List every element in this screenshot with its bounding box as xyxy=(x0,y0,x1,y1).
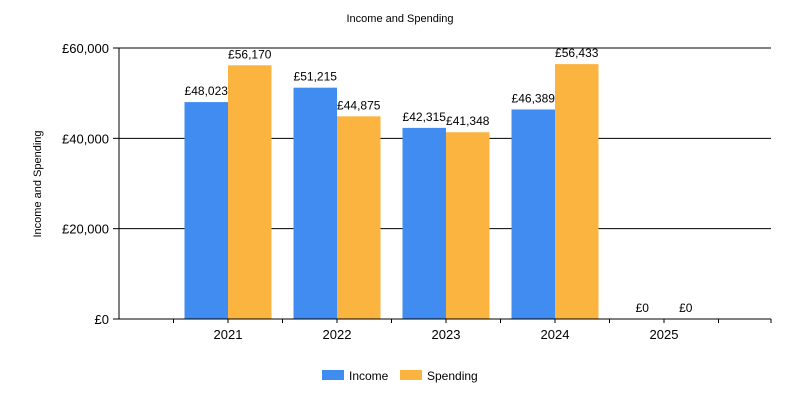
data-label-spending-2025: £0 xyxy=(679,301,693,315)
legend-swatch-spending xyxy=(400,370,422,380)
legend-label-spending: Spending xyxy=(427,369,478,383)
data-label-spending-2022: £44,875 xyxy=(337,98,381,112)
bar-spending-2024 xyxy=(555,64,599,319)
legend: Income Spending xyxy=(322,369,478,383)
bar-spending-2022 xyxy=(337,116,381,320)
data-label-spending-2021: £56,170 xyxy=(228,47,272,61)
axes xyxy=(113,47,772,323)
data-label-spending-2023: £41,348 xyxy=(446,114,490,128)
bars xyxy=(184,64,599,320)
x-tick-label-2023: 2023 xyxy=(432,327,461,342)
bar-income-2024 xyxy=(511,109,555,319)
bar-income-2022 xyxy=(293,87,337,319)
bar-spending-2021 xyxy=(228,65,272,320)
data-label-income-2022: £51,215 xyxy=(294,70,338,84)
bar-spending-2023 xyxy=(446,132,490,319)
y-tick-label: £20,000 xyxy=(62,222,109,237)
data-label-income-2023: £42,315 xyxy=(403,110,447,124)
legend-swatch-income xyxy=(322,370,344,380)
y-tick-label: £0 xyxy=(95,312,109,327)
data-label-income-2024: £46,389 xyxy=(512,91,556,105)
x-tick-label-2025: 2025 xyxy=(650,327,679,342)
y-tick-labels: £0 £20,000 £40,000 £60,000 xyxy=(62,41,109,327)
x-tick-labels: 2021 2022 2023 2024 2025 xyxy=(214,327,679,342)
data-labels: £48,023 £56,170 £51,215 £44,875 £42,315 £41,3… xyxy=(185,46,693,315)
y-tick-label: £60,000 xyxy=(62,41,109,56)
y-tick-label: £40,000 xyxy=(62,131,109,146)
x-tick-label-2024: 2024 xyxy=(541,327,570,342)
bar-income-2021 xyxy=(184,102,228,319)
chart-title: Income and Spending xyxy=(346,13,453,25)
x-tick-label-2022: 2022 xyxy=(323,327,352,342)
legend-label-income: Income xyxy=(349,369,389,383)
data-label-income-2025: £0 xyxy=(636,301,650,315)
y-axis-label: Income and Spending xyxy=(32,130,44,237)
x-tick-label-2021: 2021 xyxy=(214,327,243,342)
data-label-income-2021: £48,023 xyxy=(185,84,229,98)
bar-income-2023 xyxy=(402,127,446,319)
data-label-spending-2024: £56,433 xyxy=(555,46,599,60)
